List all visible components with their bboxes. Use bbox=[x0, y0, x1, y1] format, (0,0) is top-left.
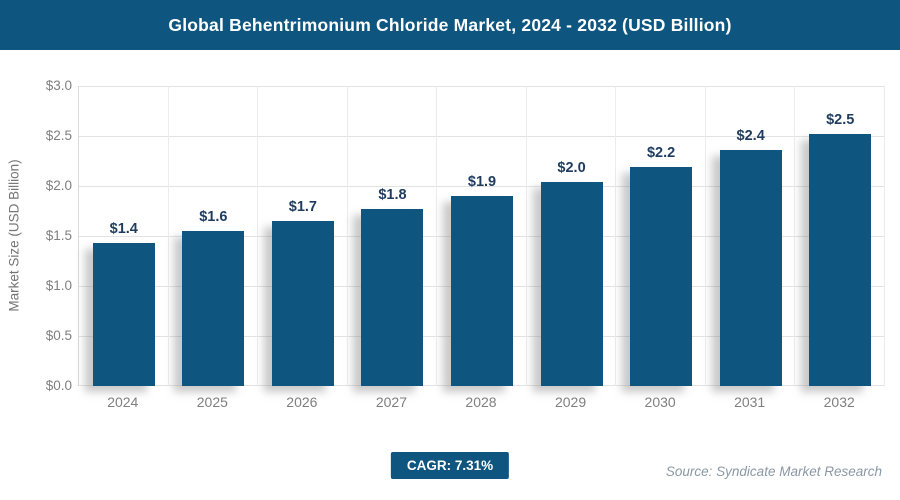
gridline-horizontal bbox=[79, 86, 885, 87]
bar-value-label: $2.5 bbox=[826, 112, 855, 128]
bar-value-label: $1.8 bbox=[378, 187, 407, 204]
gridline-vertical bbox=[704, 86, 706, 386]
x-tick-label: 2032 bbox=[823, 394, 855, 410]
y-tick-label: $3.0 bbox=[45, 78, 72, 93]
y-tick-label: $0.5 bbox=[45, 328, 72, 343]
x-tick-label: 2025 bbox=[196, 394, 228, 410]
y-tick-label: $0.0 bbox=[45, 378, 72, 393]
gridline-vertical bbox=[794, 86, 796, 386]
chart-title-bar: Global Behentrimonium Chloride Market, 2… bbox=[0, 0, 900, 50]
y-tick-label: $2.5 bbox=[45, 127, 72, 143]
chart-title: Global Behentrimonium Chloride Market, 2… bbox=[168, 14, 732, 35]
plot-area: $1.4 $1.6 $1.7 $1.8 $1.9 $2.0 $2.2 $2.4 $2.5 bbox=[78, 86, 885, 386]
bar-2027 bbox=[361, 209, 424, 386]
x-tick-label: 2027 bbox=[375, 394, 408, 410]
gridline-vertical bbox=[615, 86, 617, 386]
x-tick-label: 2024 bbox=[107, 394, 139, 410]
bar-value-label: $2.4 bbox=[736, 128, 765, 145]
gridline-vertical bbox=[436, 86, 438, 386]
gridline-vertical bbox=[525, 86, 527, 386]
x-tick-label: 2028 bbox=[465, 394, 497, 410]
bar-value-label: $2.2 bbox=[646, 145, 676, 161]
gridline-horizontal bbox=[79, 186, 885, 188]
cagr-badge: CAGR: 7.31% bbox=[390, 452, 510, 479]
x-axis-ticks: 2024 2025 2026 2027 2028 2029 2030 2031 2032 bbox=[78, 394, 884, 414]
gridline-horizontal bbox=[79, 136, 885, 137]
bar-2031 bbox=[719, 150, 782, 386]
y-tick-label: $1.5 bbox=[45, 228, 72, 243]
bar-2026 bbox=[271, 221, 334, 386]
x-tick-label: 2031 bbox=[734, 394, 766, 410]
bar-value-label: $1.4 bbox=[109, 221, 138, 237]
bar-value-label: $1.6 bbox=[199, 209, 228, 225]
bar-value-label: $1.9 bbox=[467, 174, 497, 190]
x-tick-label: 2030 bbox=[644, 394, 676, 410]
source-text: Source: Syndicate Market Research bbox=[665, 464, 882, 479]
bar-value-label: $1.7 bbox=[288, 199, 317, 215]
bar-2030 bbox=[630, 167, 693, 386]
gridline-vertical bbox=[346, 86, 348, 386]
y-axis-ticks: $0.0 $0.5 $1.0 $1.5 $2.0 $2.5 $3.0 bbox=[0, 78, 72, 393]
x-tick-label: 2026 bbox=[286, 394, 318, 410]
gridline-vertical bbox=[167, 86, 169, 386]
gridline-vertical bbox=[257, 86, 259, 386]
bar-2025 bbox=[182, 231, 245, 386]
bar-2029 bbox=[540, 182, 603, 386]
gridline-vertical bbox=[884, 86, 885, 386]
bar-2032 bbox=[809, 134, 872, 386]
y-tick-label: $2.0 bbox=[45, 177, 72, 193]
bar-2028 bbox=[451, 196, 513, 386]
x-tick-label: 2029 bbox=[554, 394, 587, 410]
y-tick-label: $1.0 bbox=[45, 277, 72, 293]
bar-value-label: $2.0 bbox=[557, 160, 586, 176]
bar-2024 bbox=[92, 243, 155, 386]
